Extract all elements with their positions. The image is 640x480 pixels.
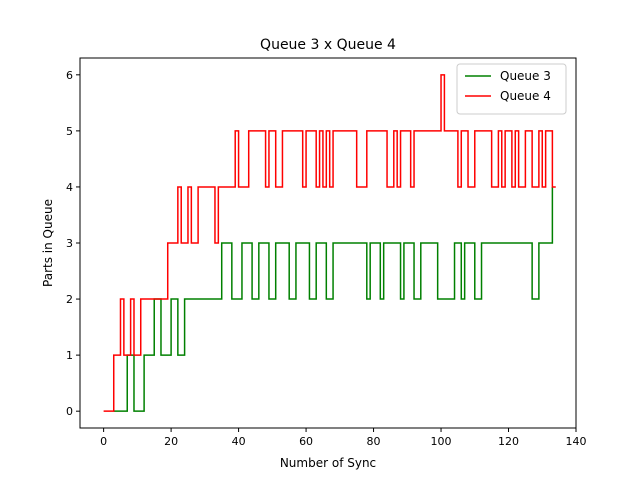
x-tick-label: 40 — [232, 435, 246, 448]
legend: Queue 3 Queue 4 — [456, 63, 567, 115]
y-axis-label: Parts in Queue — [41, 199, 55, 287]
y-tick-label: 4 — [66, 181, 73, 194]
y-tick-label: 6 — [66, 69, 73, 82]
x-tick-label: 140 — [566, 435, 587, 448]
legend-label: Queue 3 — [500, 69, 551, 83]
y-tick-label: 3 — [66, 237, 73, 250]
x-axis: 0 20 40 60 80 100 120 140 — [100, 428, 587, 448]
x-tick-label: 0 — [100, 435, 107, 448]
x-tick-label: 20 — [164, 435, 178, 448]
x-tick-label: 80 — [367, 435, 381, 448]
y-tick-label: 5 — [66, 125, 73, 138]
x-tick-label: 60 — [299, 435, 313, 448]
x-tick-label: 100 — [431, 435, 452, 448]
chart-title: Queue 3 x Queue 4 — [260, 37, 396, 53]
series-line-queue-4 — [103, 74, 556, 412]
y-axis: 0 1 2 3 4 5 6 — [66, 69, 80, 418]
x-axis-label: Number of Sync — [280, 456, 376, 470]
series-line-queue-3 — [113, 186, 554, 412]
y-tick-label: 0 — [66, 405, 73, 418]
plot-area — [103, 74, 556, 412]
x-tick-label: 120 — [498, 435, 519, 448]
y-tick-label: 2 — [66, 293, 73, 306]
y-tick-label: 1 — [66, 349, 73, 362]
legend-label: Queue 4 — [500, 89, 551, 103]
